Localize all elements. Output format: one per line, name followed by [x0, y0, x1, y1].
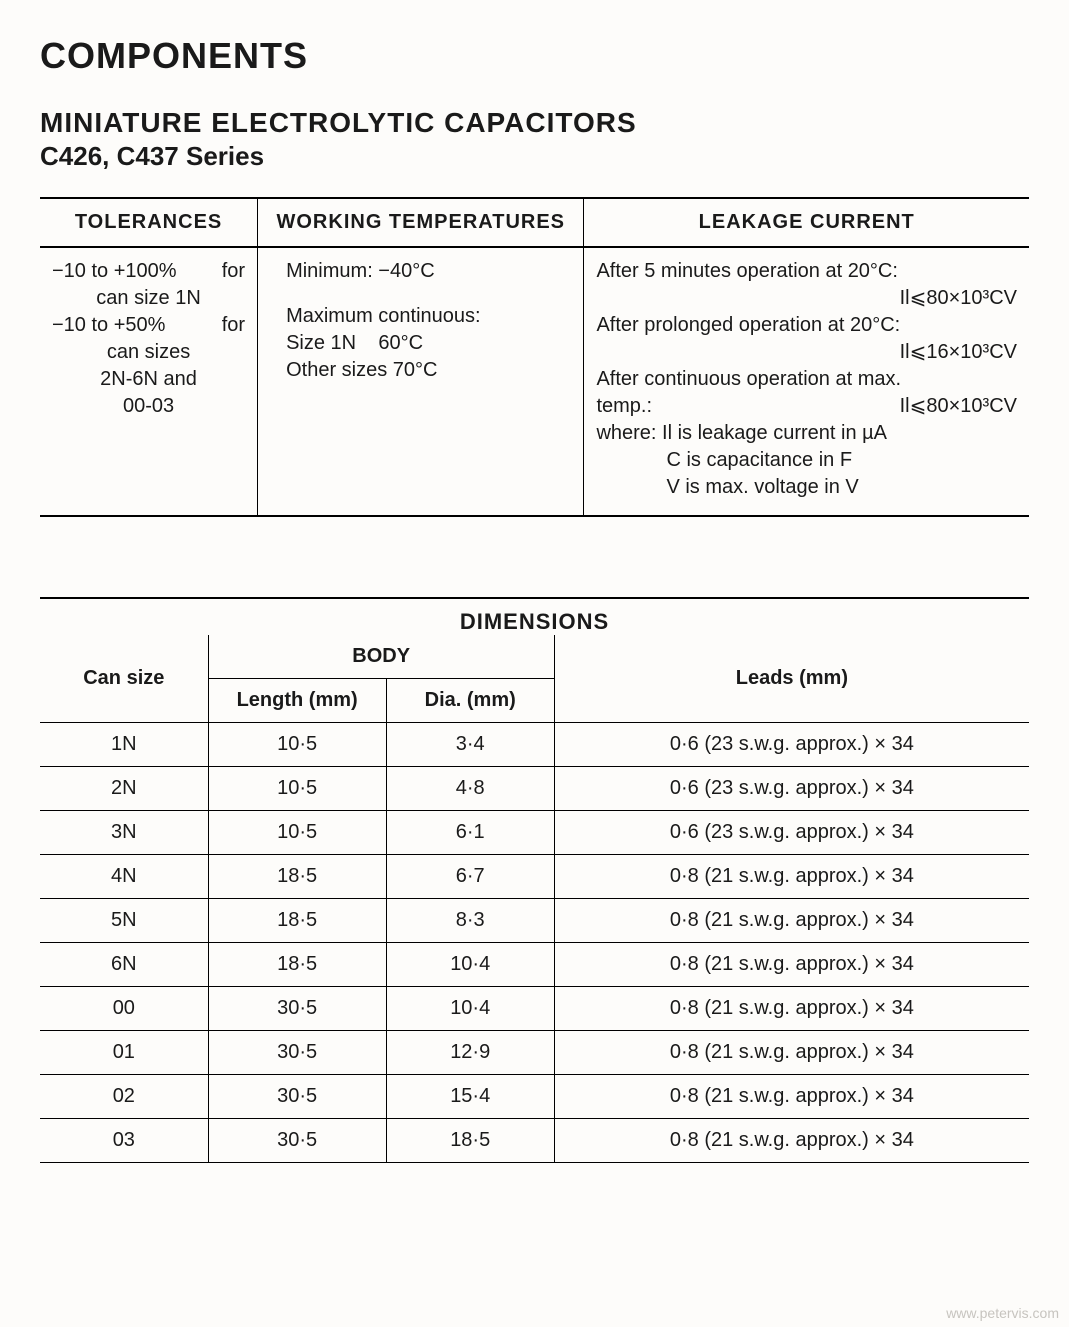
cell-leads: 0·8 (21 s.w.g. approx.) × 34 [554, 1031, 1029, 1075]
lk-text: C is capacitance in F [596, 447, 1017, 474]
cell-leads: 0·6 (23 s.w.g. approx.) × 34 [554, 811, 1029, 855]
cell-dia: 3·4 [386, 723, 554, 767]
wt-text: Minimum: −40°C [286, 258, 571, 285]
table-row: 6N18·510·40·8 (21 s.w.g. approx.) × 34 [40, 943, 1029, 987]
spec-table: TOLERANCES WORKING TEMPERATURES LEAKAGE … [40, 197, 1029, 517]
cell-leads: 0·8 (21 s.w.g. approx.) × 34 [554, 899, 1029, 943]
cell-can: 3N [40, 811, 208, 855]
dimensions-title: DIMENSIONS [40, 597, 1029, 635]
lk-text: After continuous operation at max. [596, 366, 1017, 393]
cell-length: 30·5 [208, 1075, 386, 1119]
col-tolerances: TOLERANCES [40, 198, 258, 247]
lk-text: where: Il is leakage current in µA [596, 420, 1017, 447]
series-label: C426, C437 Series [40, 141, 1029, 172]
table-row: 3N10·56·10·6 (23 s.w.g. approx.) × 34 [40, 811, 1029, 855]
cell-dia: 6·7 [386, 855, 554, 899]
lk-text: Il⩽16×10³CV [596, 339, 1017, 366]
cell-leads: 0·8 (21 s.w.g. approx.) × 34 [554, 1075, 1029, 1119]
cell-leads: 0·6 (23 s.w.g. approx.) × 34 [554, 723, 1029, 767]
cell-leads: 0·6 (23 s.w.g. approx.) × 34 [554, 767, 1029, 811]
section-subtitle: MINIATURE ELECTROLYTIC CAPACITORS [40, 107, 1029, 139]
cell-can: 00 [40, 987, 208, 1031]
lk-text: Il⩽80×10³CV [596, 285, 1017, 312]
lk-text: V is max. voltage in V [596, 474, 1017, 501]
tol-text: −10 to +50% [52, 312, 165, 339]
cell-leads: 0·8 (21 s.w.g. approx.) × 34 [554, 1119, 1029, 1163]
cell-dia: 15·4 [386, 1075, 554, 1119]
cell-leads: 0·8 (21 s.w.g. approx.) × 34 [554, 987, 1029, 1031]
table-row: 0330·518·50·8 (21 s.w.g. approx.) × 34 [40, 1119, 1029, 1163]
tol-text: 00-03 [52, 393, 245, 420]
cell-length: 18·5 [208, 943, 386, 987]
cell-length: 10·5 [208, 811, 386, 855]
dimensions-table: Can size BODY Leads (mm) Length (mm) Dia… [40, 635, 1029, 1163]
tolerances-cell: −10 to +100%for can size 1N −10 to +50%f… [40, 247, 258, 516]
cell-dia: 12·9 [386, 1031, 554, 1075]
lk-text: After 5 minutes operation at 20°C: [596, 258, 1017, 285]
working-temp-cell: Minimum: −40°C Maximum continuous: Size … [258, 247, 584, 516]
col-leakage: LEAKAGE CURRENT [584, 198, 1029, 247]
cell-dia: 8·3 [386, 899, 554, 943]
col-dia: Dia. (mm) [386, 679, 554, 723]
cell-leads: 0·8 (21 s.w.g. approx.) × 34 [554, 943, 1029, 987]
col-body: BODY [208, 635, 554, 679]
cell-dia: 4·8 [386, 767, 554, 811]
cell-length: 18·5 [208, 899, 386, 943]
cell-can: 1N [40, 723, 208, 767]
tol-text: can size 1N [52, 285, 245, 312]
tol-text: for [177, 258, 246, 285]
tol-text: −10 to +100% [52, 258, 177, 285]
cell-length: 30·5 [208, 987, 386, 1031]
lk-text: Il⩽80×10³CV [900, 393, 1017, 420]
leakage-cell: After 5 minutes operation at 20°C: Il⩽80… [584, 247, 1029, 516]
table-row: 4N18·56·70·8 (21 s.w.g. approx.) × 34 [40, 855, 1029, 899]
cell-dia: 10·4 [386, 987, 554, 1031]
cell-length: 18·5 [208, 855, 386, 899]
table-row: 0230·515·40·8 (21 s.w.g. approx.) × 34 [40, 1075, 1029, 1119]
col-length: Length (mm) [208, 679, 386, 723]
cell-can: 4N [40, 855, 208, 899]
col-can-size: Can size [40, 635, 208, 723]
table-row: 5N18·58·30·8 (21 s.w.g. approx.) × 34 [40, 899, 1029, 943]
cell-length: 30·5 [208, 1031, 386, 1075]
wt-text: Maximum continuous: [286, 303, 571, 330]
tol-text: 2N-6N and [52, 366, 245, 393]
wt-text: Other sizes 70°C [286, 357, 571, 384]
cell-dia: 10·4 [386, 943, 554, 987]
col-working-temp: WORKING TEMPERATURES [258, 198, 584, 247]
cell-dia: 18·5 [386, 1119, 554, 1163]
lk-text: temp.: [596, 393, 652, 420]
wt-text: Size 1N 60°C [286, 330, 571, 357]
table-row: 1N10·53·40·6 (23 s.w.g. approx.) × 34 [40, 723, 1029, 767]
cell-can: 5N [40, 899, 208, 943]
cell-leads: 0·8 (21 s.w.g. approx.) × 34 [554, 855, 1029, 899]
page-title: COMPONENTS [40, 35, 1029, 77]
tol-text: for [165, 312, 245, 339]
lk-text: After prolonged operation at 20°C: [596, 312, 1017, 339]
cell-can: 01 [40, 1031, 208, 1075]
cell-length: 10·5 [208, 723, 386, 767]
cell-can: 6N [40, 943, 208, 987]
cell-can: 02 [40, 1075, 208, 1119]
cell-length: 30·5 [208, 1119, 386, 1163]
watermark: www.petervis.com [946, 1305, 1059, 1321]
table-row: 0030·510·40·8 (21 s.w.g. approx.) × 34 [40, 987, 1029, 1031]
tol-text: can sizes [52, 339, 245, 366]
cell-can: 03 [40, 1119, 208, 1163]
cell-length: 10·5 [208, 767, 386, 811]
cell-can: 2N [40, 767, 208, 811]
col-leads: Leads (mm) [554, 635, 1029, 723]
table-row: 2N10·54·80·6 (23 s.w.g. approx.) × 34 [40, 767, 1029, 811]
cell-dia: 6·1 [386, 811, 554, 855]
table-row: 0130·512·90·8 (21 s.w.g. approx.) × 34 [40, 1031, 1029, 1075]
